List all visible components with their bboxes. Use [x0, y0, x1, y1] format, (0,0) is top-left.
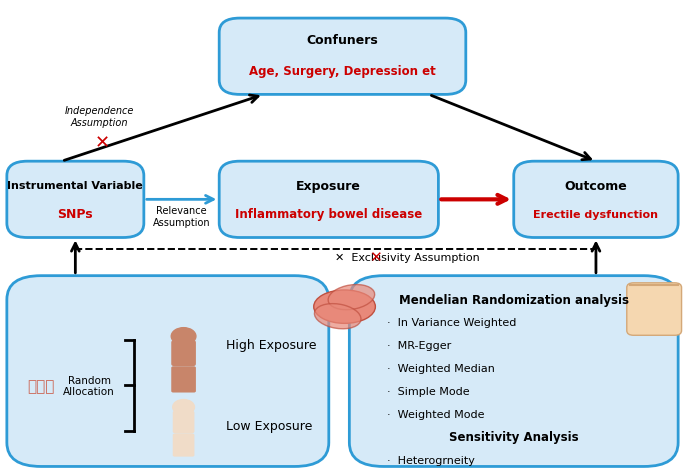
- FancyBboxPatch shape: [173, 411, 195, 434]
- Text: Sensitivity Analysis: Sensitivity Analysis: [449, 430, 579, 444]
- FancyBboxPatch shape: [627, 283, 682, 336]
- Circle shape: [173, 400, 195, 415]
- Text: Inflammatory bowel disease: Inflammatory bowel disease: [235, 208, 423, 221]
- FancyBboxPatch shape: [171, 367, 196, 393]
- Text: SNPs: SNPs: [58, 208, 93, 221]
- Text: Erectile dysfunction: Erectile dysfunction: [534, 209, 658, 219]
- Ellipse shape: [314, 290, 375, 324]
- Text: Confuners: Confuners: [307, 34, 378, 47]
- Text: Outcome: Outcome: [564, 179, 627, 192]
- Text: ·  Weighted Median: · Weighted Median: [387, 364, 495, 373]
- FancyBboxPatch shape: [7, 162, 144, 238]
- Text: ✕: ✕: [95, 134, 110, 152]
- Text: ꩠꩠꩠ: ꩠꩠꩠ: [27, 378, 55, 393]
- Text: High Exposure: High Exposure: [226, 338, 316, 352]
- Text: ·  Weighted Mode: · Weighted Mode: [387, 409, 484, 419]
- FancyBboxPatch shape: [219, 19, 466, 95]
- FancyBboxPatch shape: [171, 340, 196, 367]
- Text: Instrumental Variable: Instrumental Variable: [8, 181, 143, 190]
- FancyBboxPatch shape: [349, 276, 678, 466]
- Ellipse shape: [328, 285, 375, 310]
- Text: Relevance
Assumption: Relevance Assumption: [153, 206, 210, 228]
- Text: ✕  Exclusivity Assumption: ✕ Exclusivity Assumption: [335, 252, 480, 262]
- FancyBboxPatch shape: [7, 276, 329, 466]
- Text: ·  MR-Egger: · MR-Egger: [387, 341, 451, 350]
- Text: Random
Allocation: Random Allocation: [63, 375, 115, 397]
- Text: Mendelian Randomization analysis: Mendelian Randomization analysis: [399, 293, 629, 307]
- Text: Age, Surgery, Depression et: Age, Surgery, Depression et: [249, 65, 436, 78]
- Text: ·  Simple Mode: · Simple Mode: [387, 387, 470, 396]
- Text: Exposure: Exposure: [297, 179, 361, 192]
- Ellipse shape: [314, 304, 361, 329]
- Text: Independence
Assumption: Independence Assumption: [64, 106, 134, 128]
- FancyBboxPatch shape: [514, 162, 678, 238]
- Text: ✕: ✕: [369, 249, 382, 265]
- FancyBboxPatch shape: [219, 162, 438, 238]
- Circle shape: [171, 328, 196, 345]
- Text: Low Exposure: Low Exposure: [226, 419, 312, 433]
- Text: ·  In Variance Weighted: · In Variance Weighted: [387, 318, 516, 327]
- FancyBboxPatch shape: [173, 434, 195, 456]
- Text: ·  Heterogrneity: · Heterogrneity: [387, 455, 475, 465]
